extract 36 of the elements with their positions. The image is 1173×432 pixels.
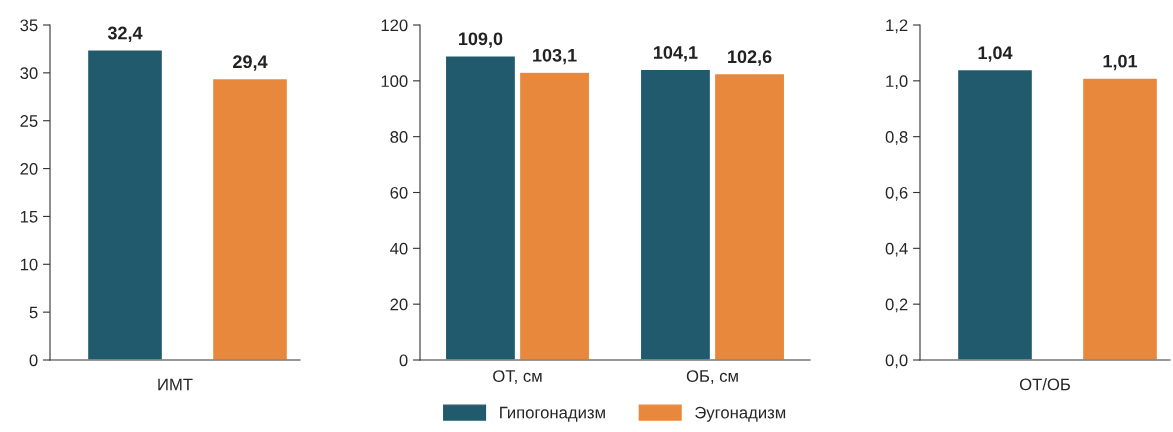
data-label: 104,1 [654, 46, 698, 62]
x-tick-label: ОБ, см [686, 370, 738, 384]
y-tick-label: 15 [20, 211, 38, 223]
legend-label: Эугонадизм [695, 406, 786, 422]
y-tick-label: 35 [20, 19, 38, 32]
y-tick-label: 0,2 [885, 298, 908, 313]
y-tick-label: 1,2 [886, 19, 908, 34]
y-tick-label: 0 [29, 354, 38, 367]
y-tick-label: 0,6 [885, 186, 908, 201]
data-label: 103,1 [533, 48, 577, 65]
x-axis-title: ОТ/ОБ [1019, 378, 1070, 391]
data-label: 29,4 [233, 55, 268, 71]
y-tick-label: 40 [390, 242, 408, 255]
y-tick-label: 30 [20, 67, 38, 80]
y-tick-label: 60 [390, 186, 408, 199]
y-tick-label: 0 [399, 354, 408, 367]
y-tick-label: 0,8 [885, 131, 908, 145]
y-tick-label: 0,4 [885, 242, 908, 257]
legend-label: Гипогонадизм [500, 406, 605, 422]
y-tick-label: 5 [29, 306, 38, 319]
y-tick-label: 20 [390, 298, 408, 311]
y-tick-label: 10 [20, 258, 38, 271]
data-label: 1,01 [1103, 54, 1138, 71]
x-tick-label: ОТ, см [493, 370, 542, 384]
data-label: 102,6 [728, 50, 772, 66]
y-tick-label: 120 [381, 19, 408, 32]
y-tick-label: 1,0 [886, 75, 908, 90]
y-tick-label: 80 [390, 131, 408, 143]
data-label: 32,4 [107, 26, 143, 42]
data-label: 1,04 [978, 46, 1013, 62]
y-tick-label: 20 [20, 162, 38, 175]
y-tick-label: 0,0 [885, 354, 908, 369]
data-label: 109,0 [459, 32, 503, 48]
y-tick-label: 100 [381, 75, 408, 88]
y-tick-label: 25 [20, 115, 38, 127]
x-axis-title: ИМТ [158, 378, 193, 391]
